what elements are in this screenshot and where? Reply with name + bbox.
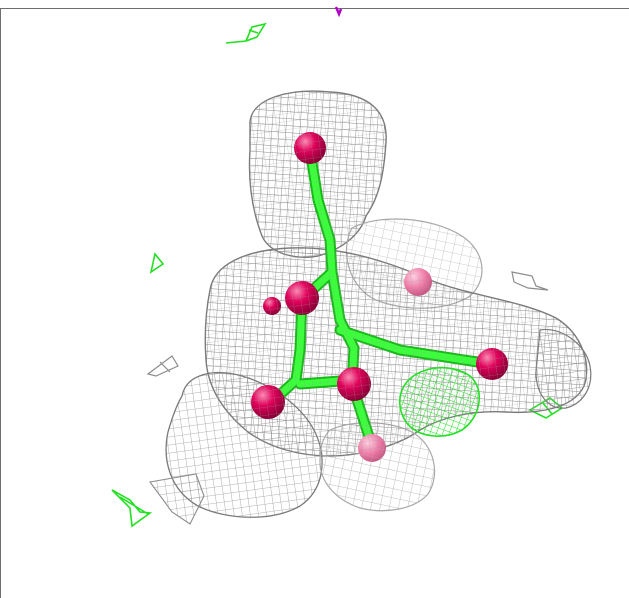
- viewport-left-border: [0, 8, 1, 598]
- magenta-fragment: [334, 6, 343, 18]
- density-mesh-front: [205, 91, 587, 511]
- viewport-top-border: [0, 8, 629, 9]
- stray-gray-mesh: [146, 271, 549, 377]
